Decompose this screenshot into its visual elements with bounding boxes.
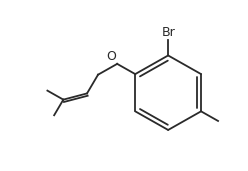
Text: O: O [106,50,116,63]
Text: Br: Br [161,26,175,39]
